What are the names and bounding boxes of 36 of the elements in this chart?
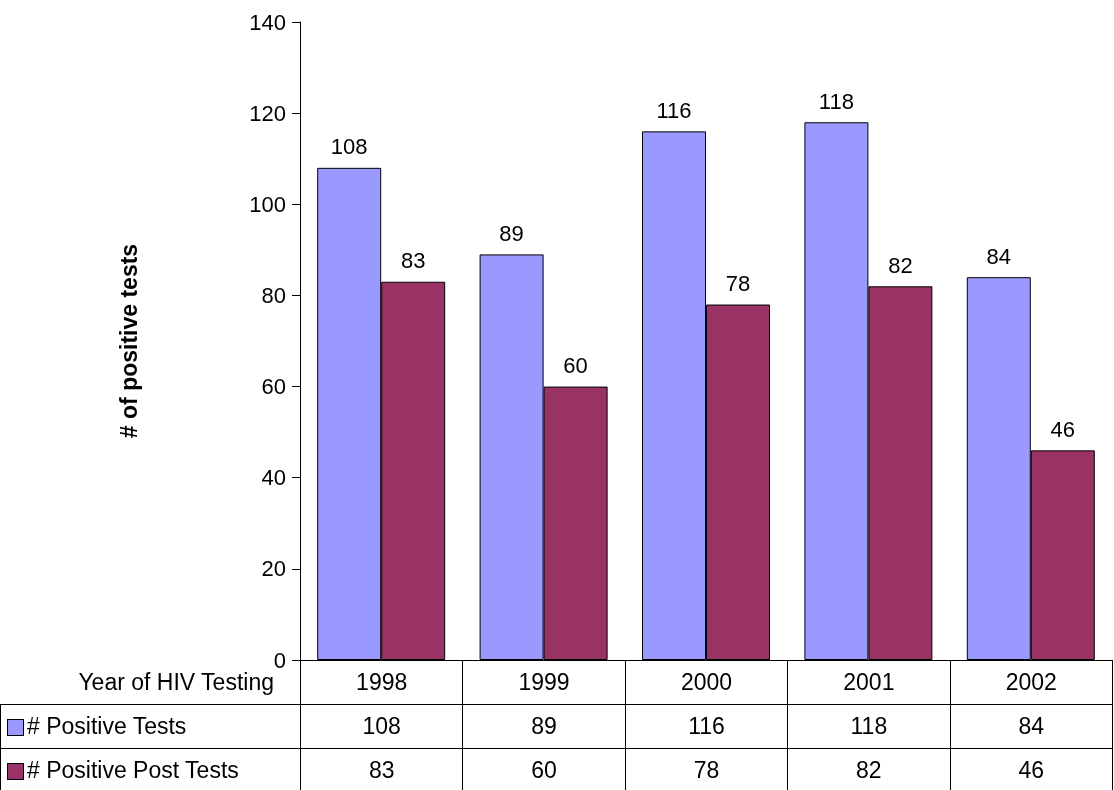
x-tick-label: 1998 bbox=[300, 660, 463, 705]
data-label: 108 bbox=[300, 704, 463, 749]
legend-label: # Positive Post Tests bbox=[0, 748, 301, 790]
x-tick-label: 2002 bbox=[950, 660, 1113, 705]
y-tick-label: 120 bbox=[249, 100, 286, 126]
data-label: 82 bbox=[787, 748, 951, 790]
annotation: 78 bbox=[725, 271, 751, 297]
annotation: 89 bbox=[499, 220, 524, 246]
y-tick-label: 140 bbox=[249, 9, 286, 35]
data-label: 89 bbox=[462, 704, 626, 749]
legend-label: # Positive Tests bbox=[0, 704, 301, 749]
y-tick-label: 0 bbox=[273, 647, 286, 673]
x-tick-label: 1999 bbox=[462, 660, 626, 705]
data-label: 118 bbox=[787, 704, 951, 749]
annotation: 118 bbox=[818, 88, 854, 114]
annotation: 46 bbox=[1050, 416, 1076, 442]
annotation: 84 bbox=[986, 243, 1012, 269]
annotation: 108 bbox=[330, 134, 368, 160]
annotation: 82 bbox=[888, 252, 913, 278]
y-tick-label: 20 bbox=[261, 556, 286, 582]
annotation: 116 bbox=[656, 97, 692, 123]
data-label: 83 bbox=[300, 748, 463, 790]
y-tick-label: 60 bbox=[261, 374, 286, 400]
data-label: 60 bbox=[462, 748, 626, 790]
y-tick-label: 40 bbox=[261, 465, 286, 491]
annotation: 60 bbox=[563, 353, 588, 379]
x-tick-label: 2001 bbox=[787, 660, 951, 705]
data-label: 84 bbox=[950, 704, 1113, 749]
data-label: 78 bbox=[625, 748, 788, 790]
y-tick-label: 80 bbox=[261, 282, 286, 308]
y-tick-label: 100 bbox=[249, 191, 286, 217]
data-label: 46 bbox=[950, 748, 1113, 790]
y-axis-title: # of positive tests bbox=[115, 243, 142, 439]
x-tick-label: 2000 bbox=[625, 660, 788, 705]
annotation: 83 bbox=[400, 248, 426, 274]
data-label: 116 bbox=[625, 704, 788, 749]
